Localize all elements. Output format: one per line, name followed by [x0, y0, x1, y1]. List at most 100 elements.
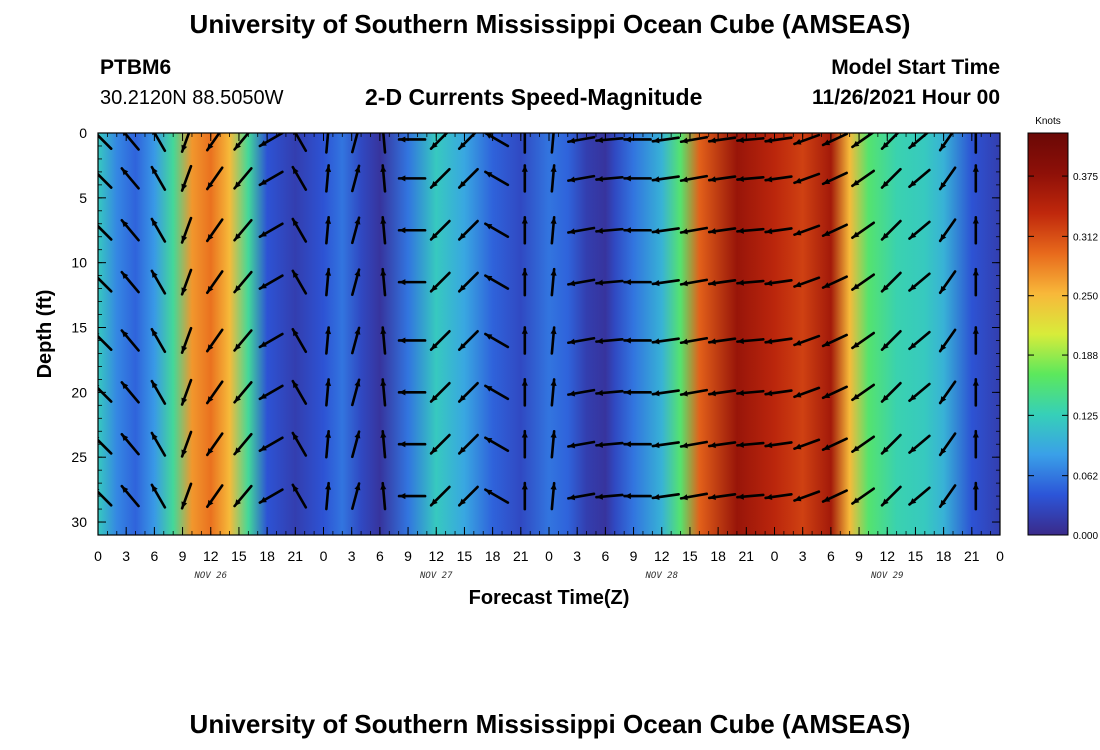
arrow-head [234, 447, 241, 455]
current-vector-arrow [793, 172, 821, 185]
arrow-head [940, 233, 947, 241]
current-vector-arrow [736, 279, 765, 286]
current-vector-arrow [764, 389, 793, 397]
arrow-head [709, 280, 716, 287]
arrow-head [121, 382, 129, 390]
current-vector-arrow [457, 271, 479, 293]
arrow-head [794, 391, 802, 398]
arrow-head [181, 287, 188, 295]
current-vector-arrow [325, 216, 332, 245]
current-vector-arrow [651, 492, 680, 501]
arrow-head [207, 447, 214, 455]
current-vector-arrow [397, 175, 427, 182]
arrow-head [972, 217, 979, 224]
current-vector-arrow [908, 486, 931, 506]
current-vector-arrow [180, 164, 193, 192]
current-vector-arrow [233, 329, 253, 352]
arrow-head [852, 497, 860, 504]
model-start-value: 11/26/2021 Hour 00 [812, 86, 1000, 109]
x-tick-label: 3 [799, 548, 807, 564]
arrow-head [940, 447, 947, 455]
current-vector-arrow [707, 441, 737, 449]
arrow-head [485, 437, 493, 444]
arrow-head [181, 235, 188, 243]
current-vector-arrow [973, 126, 979, 154]
current-vector-arrow [258, 332, 284, 349]
arrow-head [596, 175, 603, 183]
arrow-head [973, 126, 979, 132]
current-vector-arrow [429, 433, 451, 455]
arrow-head [709, 442, 716, 449]
current-vector-arrow [938, 218, 957, 243]
current-vector-arrow [429, 219, 451, 241]
current-vector-arrow [521, 215, 528, 245]
current-vector-arrow [567, 492, 596, 501]
arrow-head [354, 165, 361, 173]
arrow-head [330, 133, 332, 134]
arrow-head [823, 139, 831, 146]
current-vector-arrow [623, 493, 652, 500]
current-vector-arrow [550, 429, 557, 459]
current-vector-arrow [851, 221, 876, 240]
arrow-head [596, 493, 603, 500]
current-vector-arrow [397, 279, 427, 286]
arrow-head [765, 280, 773, 287]
arrow-head [181, 397, 188, 405]
current-vector-arrow [938, 484, 957, 509]
arrow-head [852, 231, 860, 238]
current-vector-arrow [851, 331, 876, 350]
arrow-head [292, 329, 299, 337]
current-vector-arrow [429, 329, 451, 351]
x-tick-label: 18 [710, 548, 726, 564]
y-tick-label: 5 [79, 190, 87, 206]
arrow-head [737, 493, 744, 500]
y-tick-label: 30 [71, 514, 87, 530]
current-vector-arrow [938, 133, 954, 152]
arrow-head [652, 390, 660, 397]
current-vector-arrow [793, 224, 821, 237]
x-tick-label: 0 [320, 548, 328, 564]
colorbar-scale [1027, 132, 1069, 536]
colorbar-tick-label: 0.375 [1073, 172, 1098, 183]
arrow-head [151, 484, 158, 492]
current-vector-arrow [351, 268, 361, 296]
current-vector-arrow [707, 389, 737, 397]
current-vector-arrow [736, 338, 765, 345]
current-vector-arrow [908, 272, 931, 292]
speed-heatmap [98, 133, 1000, 535]
arrow-head [909, 394, 917, 401]
arrow-head [568, 280, 576, 287]
current-vector-arrow [764, 279, 793, 287]
model-start-label: Model Start Time [831, 56, 1000, 79]
current-vector-arrow [623, 389, 652, 396]
arrow-head [765, 137, 773, 144]
arrow-head [380, 165, 387, 172]
arrow-head [399, 227, 406, 234]
arrow-head [485, 223, 493, 230]
current-vector-arrow [233, 381, 253, 404]
arrow-shaft [153, 133, 167, 153]
current-vector-arrow [651, 279, 680, 287]
arrow-head [709, 338, 716, 345]
current-vector-arrow [651, 441, 680, 449]
arrow-head [151, 329, 158, 337]
arrow-head [399, 493, 406, 500]
current-vector-arrow [484, 436, 510, 453]
arrow-head [151, 167, 158, 175]
arrow-shaft [325, 133, 330, 154]
current-vector-arrow [523, 133, 527, 154]
arrow-head [681, 338, 688, 345]
current-vector-arrow [258, 436, 284, 453]
y-axis: 0 5 10 15 20 25 30 [71, 125, 1000, 536]
arrow-head [234, 181, 241, 189]
arrow-head [823, 178, 831, 184]
arrow-head [568, 494, 576, 501]
arrow-head [399, 441, 406, 448]
arrow-head [794, 177, 802, 184]
arrow-head [181, 183, 188, 191]
arrow-head [234, 499, 241, 507]
footer-title: University of Southern Mississippi Ocean… [189, 709, 911, 739]
arrow-head [794, 138, 802, 145]
arrow-head [737, 227, 744, 234]
arrow-head [940, 285, 947, 293]
